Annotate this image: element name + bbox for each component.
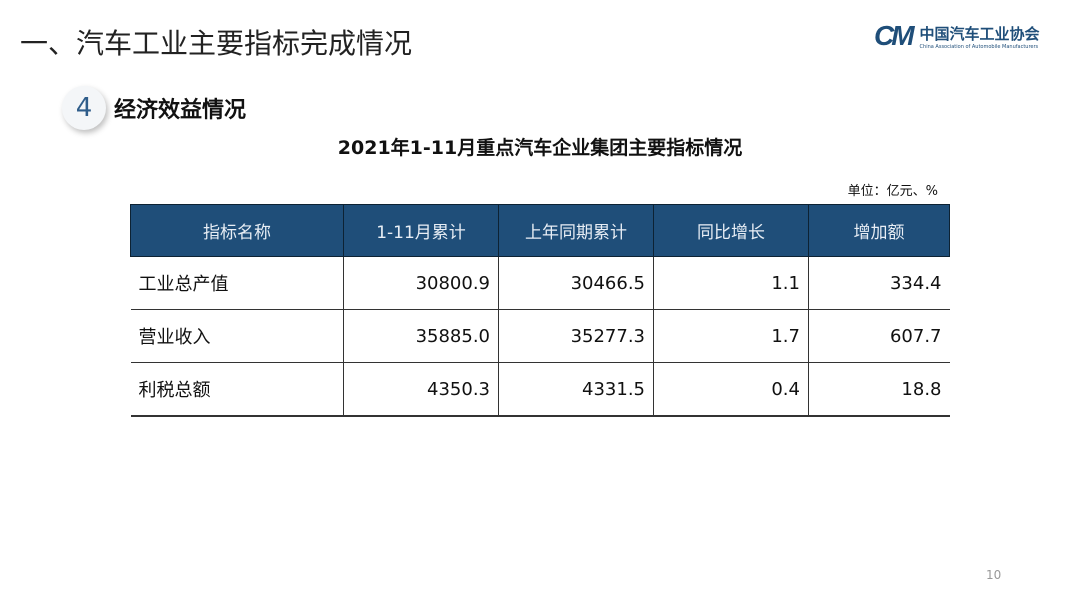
indicator-table: 指标名称 1-11月累计 上年同期累计 同比增长 增加额 工业总产值 30800.… (130, 204, 950, 417)
header-cell: 指标名称 (130, 204, 344, 257)
table-cell: 35885.0 (343, 309, 499, 363)
caam-logo: CM 中国汽车工业协会 China Association of Automob… (874, 20, 1040, 52)
table-cell: 607.7 (808, 309, 950, 363)
table-cell: 1.1 (653, 256, 809, 310)
table-cell: 工业总产值 (130, 256, 344, 310)
header-cell: 1-11月累计 (343, 204, 499, 257)
logo-en: China Association of Automobile Manufact… (919, 43, 1039, 50)
section-number-badge: 4 (62, 86, 106, 130)
header-cell: 上年同期累计 (498, 204, 654, 257)
table-cell: 0.4 (653, 362, 809, 417)
table-cell: 4350.3 (343, 362, 499, 417)
table-cell: 18.8 (808, 362, 950, 417)
section-heading: 经济效益情况 (114, 98, 247, 123)
table-cell: 4331.5 (498, 362, 654, 417)
table-title: 2021年1-11月重点汽车企业集团主要指标情况 (337, 137, 743, 159)
table-row: 工业总产值 30800.9 30466.5 1.1 334.4 (130, 256, 950, 310)
table-cell: 营业收入 (130, 309, 344, 363)
header-cell: 增加额 (808, 204, 950, 257)
table-row: 利税总额 4350.3 4331.5 0.4 18.8 (130, 362, 950, 417)
table-row: 营业收入 35885.0 35277.3 1.7 607.7 (130, 309, 950, 363)
table-cell: 334.4 (808, 256, 950, 310)
page-number: 10 (986, 568, 1002, 582)
caam-logo-icon: CM (874, 20, 915, 51)
slide-title: 一、汽车工业主要指标完成情况 (20, 27, 413, 60)
unit-label: 单位：亿元、% (847, 184, 938, 199)
logo-cn: 中国汽车工业协会 (919, 24, 1040, 43)
table-cell: 35277.3 (498, 309, 654, 363)
table-cell: 30466.5 (498, 256, 654, 310)
table-cell: 30800.9 (343, 256, 499, 310)
table-cell: 利税总额 (130, 362, 344, 417)
header-cell: 同比增长 (653, 204, 809, 257)
table-cell: 1.7 (653, 309, 809, 363)
